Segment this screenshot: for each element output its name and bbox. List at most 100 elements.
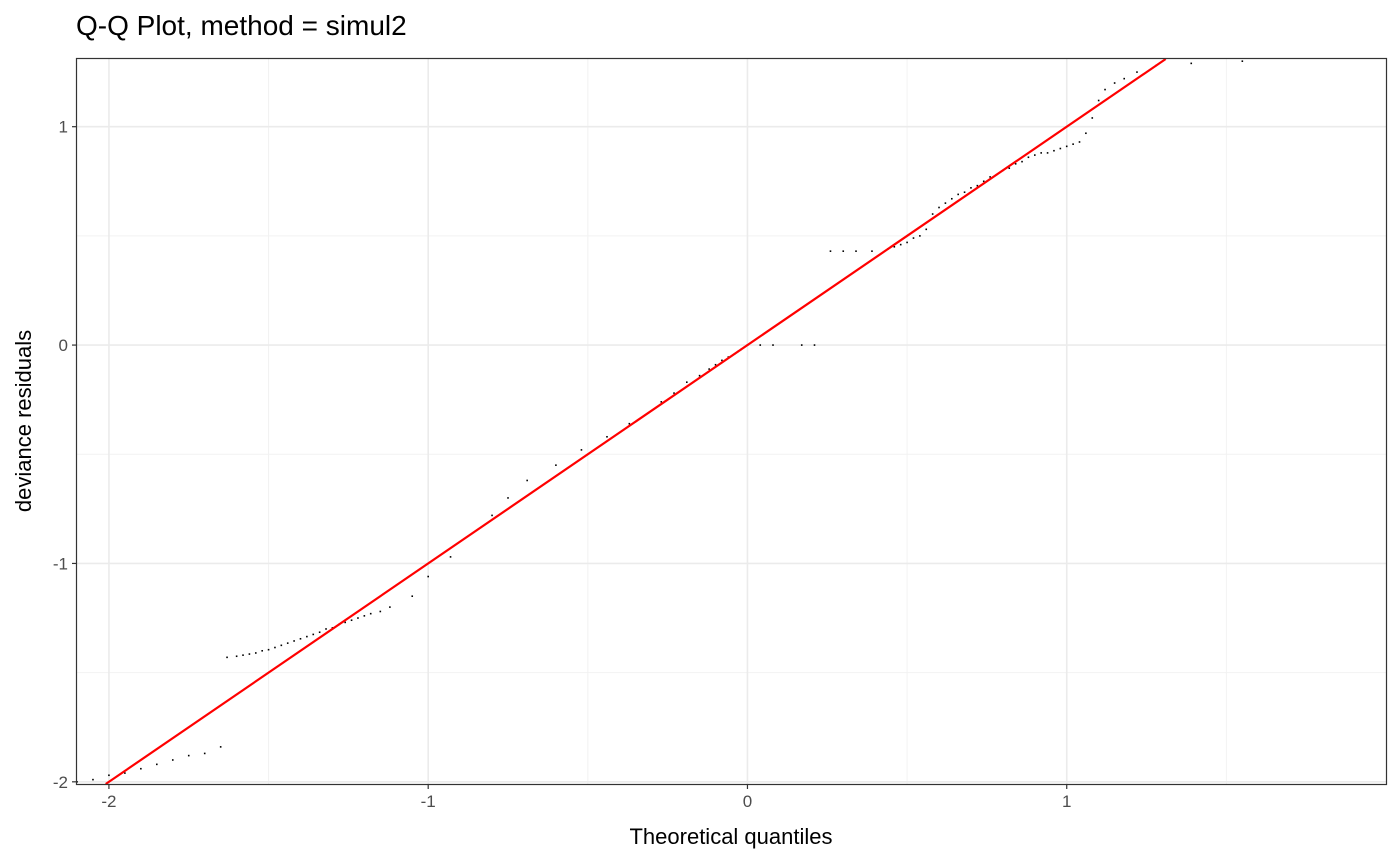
- data-point: [1027, 156, 1030, 159]
- data-point: [1034, 154, 1036, 156]
- grid: [77, 59, 1386, 784]
- data-point: [555, 464, 557, 466]
- data-point: [906, 241, 908, 244]
- data-point: [280, 644, 283, 647]
- data-point: [286, 642, 289, 644]
- data-point: [772, 344, 774, 346]
- data-point: [108, 774, 110, 777]
- data-point: [491, 514, 493, 517]
- data-point: [982, 180, 985, 183]
- data-point: [1065, 145, 1068, 148]
- data-point: [606, 435, 608, 438]
- data-point: [686, 381, 688, 383]
- data-point: [293, 640, 295, 642]
- data-point: [248, 653, 251, 655]
- y-tick-label: -2: [53, 773, 68, 792]
- data-point: [893, 246, 896, 248]
- data-point: [299, 637, 302, 640]
- data-point: [312, 633, 315, 636]
- data-point: [325, 628, 327, 630]
- data-point: [526, 479, 528, 482]
- data-point: [1241, 60, 1244, 62]
- data-point: [261, 649, 263, 652]
- y-axis-title: deviance residuals: [11, 330, 36, 512]
- data-point: [187, 754, 190, 757]
- data-point: [800, 344, 803, 346]
- data-point: [1078, 141, 1081, 143]
- data-point: [171, 759, 174, 761]
- data-point: [357, 617, 359, 619]
- data-point: [507, 497, 509, 499]
- data-point: [976, 184, 979, 187]
- data-point: [925, 228, 928, 231]
- data-point: [92, 778, 94, 781]
- data-point: [242, 654, 244, 656]
- reference-line: [105, 58, 1167, 785]
- axis-ticks: -2 -1 0 1 -2 -1 0 1: [53, 118, 1072, 811]
- data-point: [721, 359, 723, 362]
- data-point: [970, 187, 972, 189]
- data-point: [871, 250, 873, 252]
- data-point: [254, 652, 257, 654]
- data-point: [235, 655, 238, 658]
- data-point: [427, 575, 429, 578]
- data-point: [957, 193, 959, 196]
- data-point: [708, 368, 710, 370]
- data-point: [580, 449, 583, 451]
- data-point: [919, 235, 921, 237]
- data-point: [813, 344, 816, 346]
- data-point: [931, 213, 934, 215]
- data-point: [842, 250, 845, 252]
- data-point: [350, 619, 353, 622]
- data-point: [714, 363, 717, 366]
- data-point: [363, 615, 366, 617]
- data-point: [963, 191, 966, 194]
- data-point: [124, 772, 126, 774]
- data-point: [140, 767, 142, 770]
- data-point: [912, 237, 915, 239]
- data-point: [274, 646, 276, 649]
- data-point: [1014, 163, 1017, 165]
- data-point: [306, 635, 308, 638]
- data-point: [938, 206, 940, 209]
- chart-title: Q-Q Plot, method = simul2: [76, 10, 407, 41]
- data-point: [1190, 62, 1193, 65]
- data-point: [267, 648, 270, 651]
- data-point: [829, 250, 832, 252]
- data-point: [1021, 160, 1023, 163]
- data-point: [698, 374, 701, 377]
- data-point: [1097, 99, 1100, 102]
- data-point: [989, 176, 991, 178]
- x-tick-label: -1: [421, 792, 436, 811]
- data-point: [855, 250, 857, 252]
- data-point: [226, 656, 228, 659]
- data-point: [379, 610, 382, 613]
- data-point: [1053, 149, 1055, 152]
- y-tick-label: 0: [59, 336, 68, 355]
- data-point: [1104, 88, 1106, 91]
- data-point: [1085, 132, 1087, 135]
- data-point: [1059, 147, 1062, 150]
- data-point: [219, 746, 222, 748]
- data-point: [1008, 167, 1011, 169]
- y-tick-label: -1: [53, 554, 68, 573]
- points: [76, 60, 1244, 783]
- data-point: [673, 392, 675, 394]
- data-point: [1040, 152, 1042, 154]
- data-point: [203, 752, 206, 755]
- data-point: [1113, 82, 1116, 84]
- x-tick-label: 1: [1062, 792, 1071, 811]
- data-point: [628, 422, 631, 425]
- data-point: [1091, 117, 1094, 119]
- data-point: [899, 243, 902, 246]
- data-point: [449, 556, 452, 558]
- data-point: [411, 595, 414, 597]
- x-tick-label: -2: [101, 792, 116, 811]
- data-point: [389, 606, 391, 608]
- data-point: [318, 631, 321, 634]
- x-tick-label: 0: [743, 792, 752, 811]
- x-axis-title: Theoretical quantiles: [629, 824, 832, 849]
- data-point: [369, 612, 372, 615]
- data-point: [156, 763, 158, 766]
